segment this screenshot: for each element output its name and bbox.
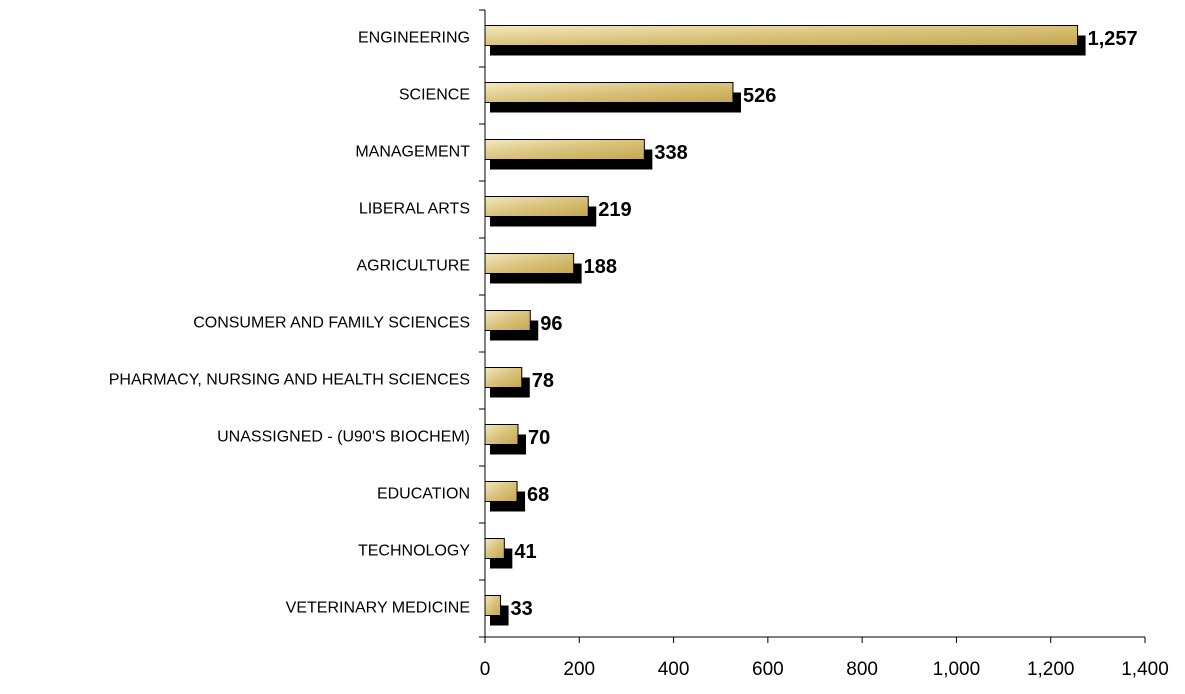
value-label: 188 <box>584 256 617 278</box>
value-label: 33 <box>511 598 533 620</box>
category-label: MANAGEMENT <box>355 144 470 161</box>
bar <box>484 481 518 502</box>
category-label: AGRICULTURE <box>357 258 471 275</box>
x-tick-label: 1,200 <box>1027 659 1075 680</box>
category-label: LIBERAL ARTS <box>359 201 470 218</box>
value-label: 1,257 <box>1088 28 1138 50</box>
x-tick-label: 400 <box>658 659 690 680</box>
x-tick-label: 200 <box>563 659 595 680</box>
category-label: TECHNOLOGY <box>358 543 470 560</box>
value-label: 78 <box>532 370 554 392</box>
bar <box>484 538 505 559</box>
x-tick-label: 1,000 <box>933 659 981 680</box>
category-label: UNASSIGNED - (U90'S BIOCHEM) <box>217 429 470 446</box>
bar <box>484 310 531 331</box>
bar <box>484 595 502 616</box>
category-label: SCIENCE <box>399 87 470 104</box>
value-label: 68 <box>527 484 549 506</box>
category-label: EDUCATION <box>377 486 470 503</box>
bar <box>484 424 519 445</box>
x-tick-label: 600 <box>752 659 784 680</box>
value-label: 41 <box>514 541 536 563</box>
bar <box>484 367 523 388</box>
category-label: ENGINEERING <box>358 30 470 47</box>
category-label: CONSUMER AND FAMILY SCIENCES <box>193 315 470 332</box>
bar <box>484 25 1079 46</box>
x-tick-label: 0 <box>480 659 491 680</box>
value-label: 70 <box>528 427 550 449</box>
value-label: 526 <box>743 85 776 107</box>
x-tick-label: 1,400 <box>1121 659 1169 680</box>
value-label: 96 <box>540 313 562 335</box>
value-label: 219 <box>598 199 631 221</box>
value-label: 338 <box>654 142 687 164</box>
bar <box>484 82 734 103</box>
category-label: PHARMACY, NURSING AND HEALTH SCIENCES <box>109 372 470 389</box>
bar <box>484 139 645 160</box>
bar <box>484 253 575 274</box>
x-tick-label: 800 <box>846 659 878 680</box>
bar <box>484 196 589 217</box>
category-label: VETERINARY MEDICINE <box>286 600 470 617</box>
